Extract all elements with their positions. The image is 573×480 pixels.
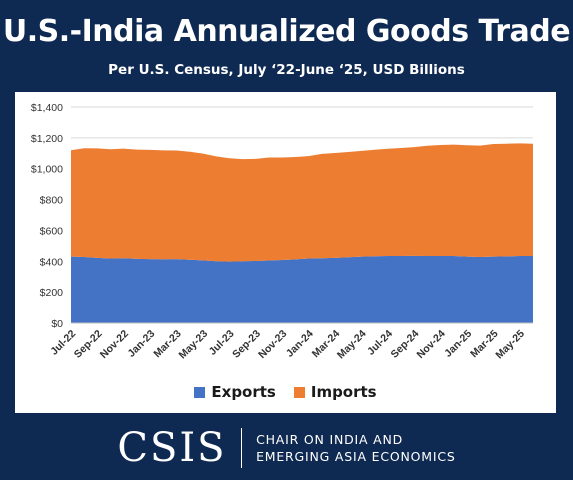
- program-line-1: CHAIR ON INDIA AND: [256, 432, 404, 447]
- x-tick-label: Jan-24: [284, 328, 316, 360]
- footer: CSIS CHAIR ON INDIA AND EMERGING ASIA EC…: [0, 424, 573, 472]
- footer-divider: [240, 428, 243, 468]
- x-tick-label: Nov-23: [256, 328, 289, 361]
- csis-logo: CSIS: [117, 425, 227, 471]
- y-tick-label: $800: [40, 195, 64, 207]
- x-tick-label: May-25: [493, 328, 527, 362]
- x-tick-label: May-24: [335, 328, 369, 362]
- chart-panel: $0 $200 $400 $600 $800 $1,000 $1,200 $1,400 Jul-…: [15, 92, 556, 413]
- legend-label-imports: Imports: [310, 383, 377, 401]
- legend-swatch-exports: [194, 386, 206, 398]
- chart-subtitle: Per U.S. Census, July ‘22-June ‘25, USD …: [108, 62, 465, 78]
- area-chart: $0$200$400$600$800$1,000$1,200$1,400Jul-…: [31, 102, 533, 362]
- y-tick-label: $1,000: [31, 164, 63, 176]
- x-tick-label: Nov-24: [415, 328, 448, 361]
- x-tick-label: May-23: [177, 328, 211, 362]
- chart-legend: Exports Imports: [15, 383, 556, 401]
- area-series-exports: [71, 255, 533, 323]
- program-name: CHAIR ON INDIA AND EMERGING ASIA ECONOMI…: [256, 431, 456, 465]
- x-tick-label: Jan-25: [442, 328, 474, 360]
- chart-title: U.S.-India Annualized Goods Trade: [2, 14, 571, 49]
- legend-label-exports: Exports: [211, 383, 276, 401]
- y-tick-label: $200: [40, 287, 64, 299]
- y-tick-label: $0: [51, 318, 63, 330]
- legend-item-imports: Imports: [293, 383, 377, 401]
- y-tick-label: $1,400: [31, 102, 63, 114]
- y-tick-label: $400: [40, 256, 64, 268]
- program-line-2: EMERGING ASIA ECONOMICS: [256, 449, 456, 464]
- y-tick-label: $1,200: [31, 133, 63, 145]
- area-series-imports: [71, 143, 533, 262]
- x-tick-label: Nov-22: [98, 328, 131, 361]
- y-tick-label: $600: [40, 225, 64, 237]
- legend-swatch-imports: [293, 386, 305, 398]
- legend-item-exports: Exports: [194, 383, 276, 401]
- x-tick-label: Jan-23: [125, 328, 157, 360]
